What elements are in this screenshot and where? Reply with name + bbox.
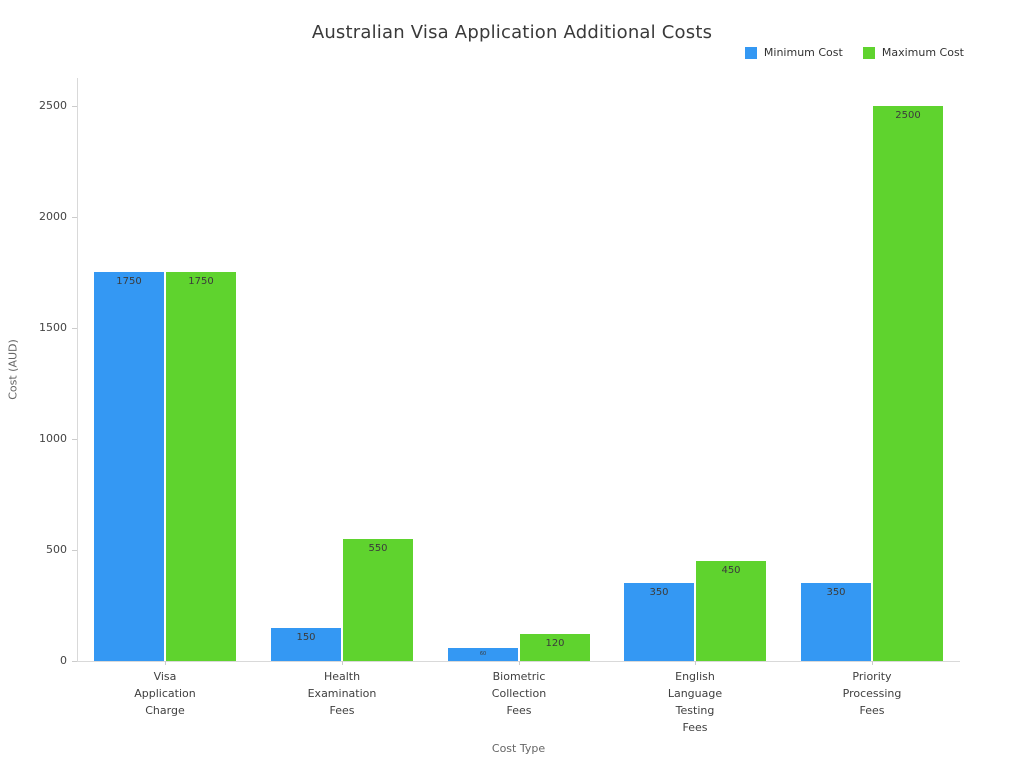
bar-minimum-cost-health: 150 xyxy=(271,628,341,661)
y-tick-mark xyxy=(72,216,77,218)
legend-label: Maximum Cost xyxy=(881,46,964,59)
x-tick-label-line: Fees xyxy=(859,704,885,717)
legend-label: Minimum Cost xyxy=(763,46,843,59)
x-tick-label-line: Language xyxy=(667,687,723,700)
y-tick-label: 500 xyxy=(46,543,67,556)
bar-minimum-cost-priority: 350 xyxy=(801,583,871,661)
x-tick-label-line: Priority xyxy=(852,670,892,683)
x-tick-label-english: English Language Testing Fees xyxy=(607,668,783,736)
x-tick-label-line: Examination xyxy=(307,687,377,700)
x-tick-mark xyxy=(872,661,873,665)
x-tick-label-line: Fees xyxy=(682,721,708,734)
bar-value-label: 1750 xyxy=(116,276,142,287)
legend: Minimum Cost Maximum Cost xyxy=(744,46,964,59)
y-tick-mark xyxy=(72,327,77,329)
y-tick-label: 2500 xyxy=(39,99,67,112)
y-tick-label: 0 xyxy=(60,654,67,667)
plot-area: 0 500 1000 1500 2000 2500 1750 1750 Visa Applicat… xyxy=(39,78,960,734)
y-tick-mark xyxy=(72,105,77,107)
x-tick-label-line: Fees xyxy=(506,704,532,717)
y-axis-spine xyxy=(77,78,78,661)
bar-maximum-cost-biometric: 120 xyxy=(520,634,590,661)
bar-maximum-cost-visa: 1750 xyxy=(166,272,236,661)
y-tick-mark xyxy=(72,438,77,440)
x-tick-label-line: Processing xyxy=(842,687,902,700)
chart-title: Australian Visa Application Additional C… xyxy=(311,22,713,43)
x-tick-mark xyxy=(165,661,166,665)
x-tick-label-visa: Visa Application Charge xyxy=(77,668,253,719)
bar-value-label: 150 xyxy=(296,632,316,643)
legend-swatch-icon xyxy=(862,46,875,59)
x-tick-label-line: Health xyxy=(323,670,361,683)
bar-maximum-cost-priority: 2500 xyxy=(873,106,943,661)
bar-value-label: 120 xyxy=(545,638,565,649)
y-tick-label: 1500 xyxy=(39,321,67,334)
bar-value-label: 350 xyxy=(826,587,846,598)
x-tick-label-line: Fees xyxy=(329,704,355,717)
x-tick-label-priority: Priority Processing Fees xyxy=(784,668,960,719)
bar-value-label: 450 xyxy=(721,565,741,576)
x-tick-label-line: Charge xyxy=(145,704,185,717)
bar-minimum-cost-biometric: 60 xyxy=(448,648,518,661)
bar-maximum-cost-english: 450 xyxy=(696,561,766,661)
bar-value-label: 1750 xyxy=(188,276,214,287)
y-tick-label: 2000 xyxy=(39,210,67,223)
x-tick-mark xyxy=(695,661,696,665)
x-tick-label-line: Biometric xyxy=(492,670,546,683)
bar-value-label: 550 xyxy=(368,543,388,554)
y-tick-mark xyxy=(72,549,77,551)
bar-value-label: 350 xyxy=(649,587,669,598)
x-axis-title: Cost Type xyxy=(491,742,546,755)
y-axis-title: Cost (AUD) xyxy=(6,339,20,400)
y-tick-label: 1000 xyxy=(39,432,67,445)
x-tick-label-line: Collection xyxy=(491,687,547,700)
x-tick-label-line: Testing xyxy=(675,704,715,717)
x-tick-label-line: English xyxy=(675,670,715,683)
bar-value-label: 2500 xyxy=(895,110,921,121)
x-tick-mark xyxy=(342,661,343,665)
x-axis-spine xyxy=(77,661,960,662)
legend-swatch-icon xyxy=(744,46,757,59)
x-tick-mark xyxy=(519,661,520,665)
legend-item-maximum-cost[interactable]: Maximum Cost xyxy=(862,46,964,59)
bar-value-label: 60 xyxy=(479,651,487,657)
x-tick-label-line: Application xyxy=(134,687,196,700)
bar-maximum-cost-health: 550 xyxy=(343,539,413,661)
legend-item-minimum-cost[interactable]: Minimum Cost xyxy=(744,46,843,59)
x-tick-label-health: Health Examination Fees xyxy=(254,668,430,719)
y-tick-mark xyxy=(72,660,77,662)
x-tick-label-line: Visa xyxy=(153,670,177,683)
bar-minimum-cost-english: 350 xyxy=(624,583,694,661)
x-tick-label-biometric: Biometric Collection Fees xyxy=(431,668,607,719)
bar-minimum-cost-visa: 1750 xyxy=(94,272,164,661)
